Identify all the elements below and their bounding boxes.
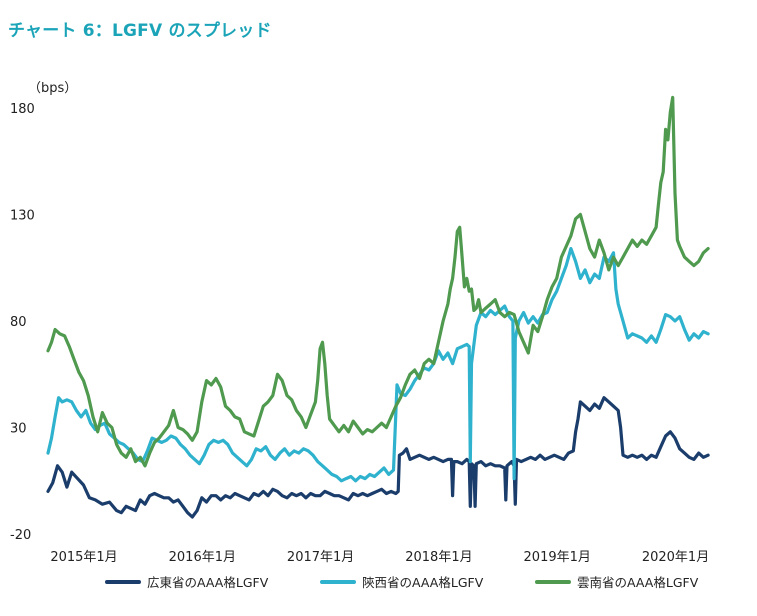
- y-axis-unit-label: （bps）: [28, 81, 77, 96]
- legend-item-2: 陝西省のAAA格LGFV: [320, 572, 483, 591]
- x-tick-label: 2019年1月: [524, 550, 591, 565]
- x-tick-label: 2017年1月: [287, 550, 354, 565]
- legend-label: 雲南省のAAA格LGFV: [577, 575, 699, 590]
- series-lines: [46, 95, 710, 519]
- legend: 広東省のAAA格LGFV 陝西省のAAA格LGFV 雲南省のAAA格LGFV: [0, 572, 757, 596]
- series-line-2: [46, 247, 710, 483]
- y-tick-label: 180: [10, 102, 35, 117]
- legend-label: 陝西省のAAA格LGFV: [362, 575, 484, 590]
- x-tick-label: 2018年1月: [405, 550, 472, 565]
- legend-swatch: [320, 579, 356, 584]
- y-tick-label: 30: [10, 422, 27, 437]
- x-tick-label: 2020年1月: [642, 550, 709, 565]
- x-tick-label: 2015年1月: [50, 550, 117, 565]
- x-tick-label: 2016年1月: [169, 550, 236, 565]
- legend-item-1: 広東省のAAA格LGFV: [105, 572, 268, 591]
- legend-swatch: [535, 579, 571, 584]
- y-tick-label: 80: [10, 315, 27, 330]
- x-axis-ticks: 2015年1月 2016年1月 2017年1月 2018年1月 2019年1月 2020年…: [50, 550, 709, 565]
- y-axis-ticks: 180 130 80 30 -20: [10, 102, 35, 543]
- series-line-1: [46, 396, 710, 519]
- legend-item-3: 雲南省のAAA格LGFV: [535, 572, 698, 591]
- series-line-3: [46, 95, 710, 468]
- y-tick-label: -20: [10, 528, 31, 543]
- legend-label: 広東省のAAA格LGFV: [147, 575, 269, 590]
- y-tick-label: 130: [10, 209, 35, 224]
- chart-title: チャート 6：LGFV のスプレッド: [8, 21, 272, 41]
- legend-swatch: [105, 579, 141, 584]
